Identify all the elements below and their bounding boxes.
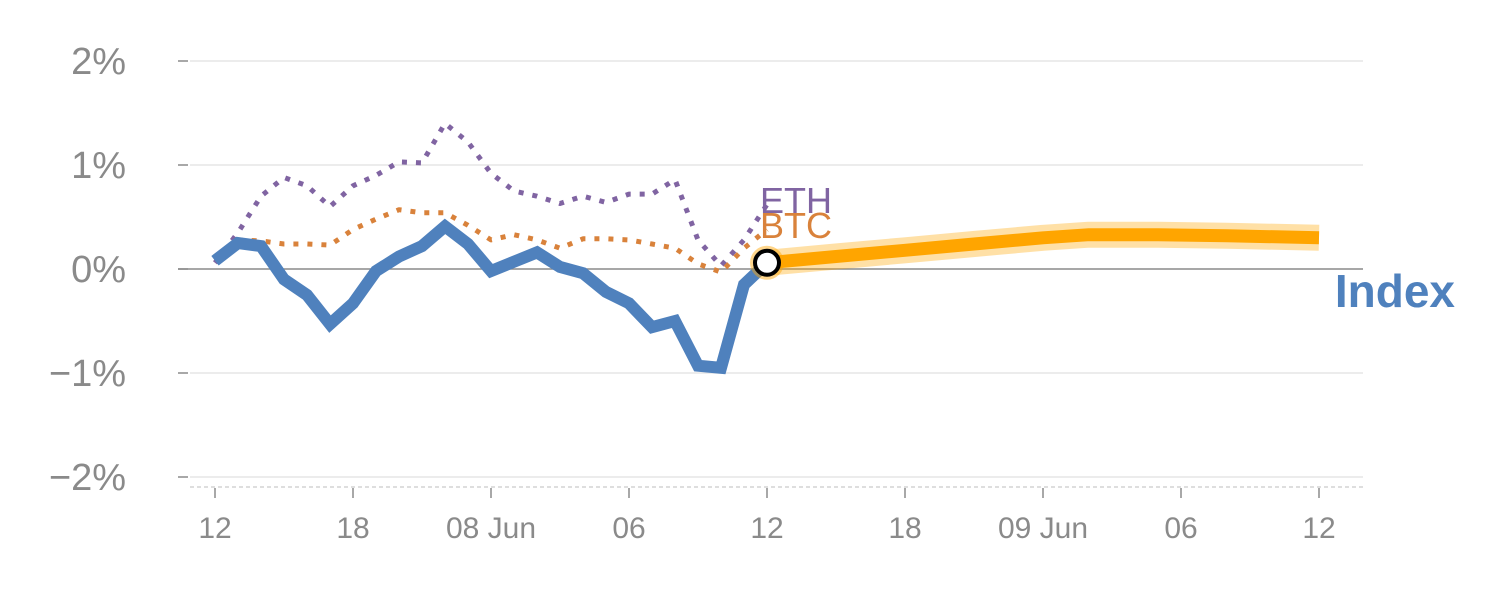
- index-line: [211, 218, 772, 375]
- x-tick-label: 18: [336, 512, 369, 545]
- x-tick-label: 06: [1164, 512, 1197, 545]
- series-layer: [211, 120, 1320, 375]
- y-tick-label: −2%: [49, 457, 126, 499]
- index-series-label: Index: [1335, 265, 1456, 317]
- x-tick-label: 12: [198, 512, 231, 545]
- x-tick-label: 12: [1302, 512, 1335, 545]
- y-tick-label: −1%: [49, 353, 126, 395]
- highlight-point-marker: [753, 248, 781, 277]
- x-tick-label: 06: [612, 512, 645, 545]
- x-tick-label: 12: [750, 512, 783, 545]
- btc-series-label: BTC: [760, 205, 832, 246]
- axis-layer: 2% 1% 0% −1% −2% 12 18 08 Jun 06 12 18 09 Jun 06 12: [49, 41, 1363, 545]
- y-tick-label: 1%: [71, 145, 126, 187]
- projection-line: [766, 228, 1320, 270]
- eth-series-label: ETH: [760, 180, 832, 221]
- btc-line: [213, 207, 769, 275]
- x-tick-label: 09 Jun: [998, 512, 1088, 545]
- x-tick-label: 18: [888, 512, 921, 545]
- y-tick-label: 2%: [71, 41, 126, 83]
- x-tick-label: 08 Jun: [446, 512, 536, 545]
- y-tick-label: 0%: [71, 249, 126, 291]
